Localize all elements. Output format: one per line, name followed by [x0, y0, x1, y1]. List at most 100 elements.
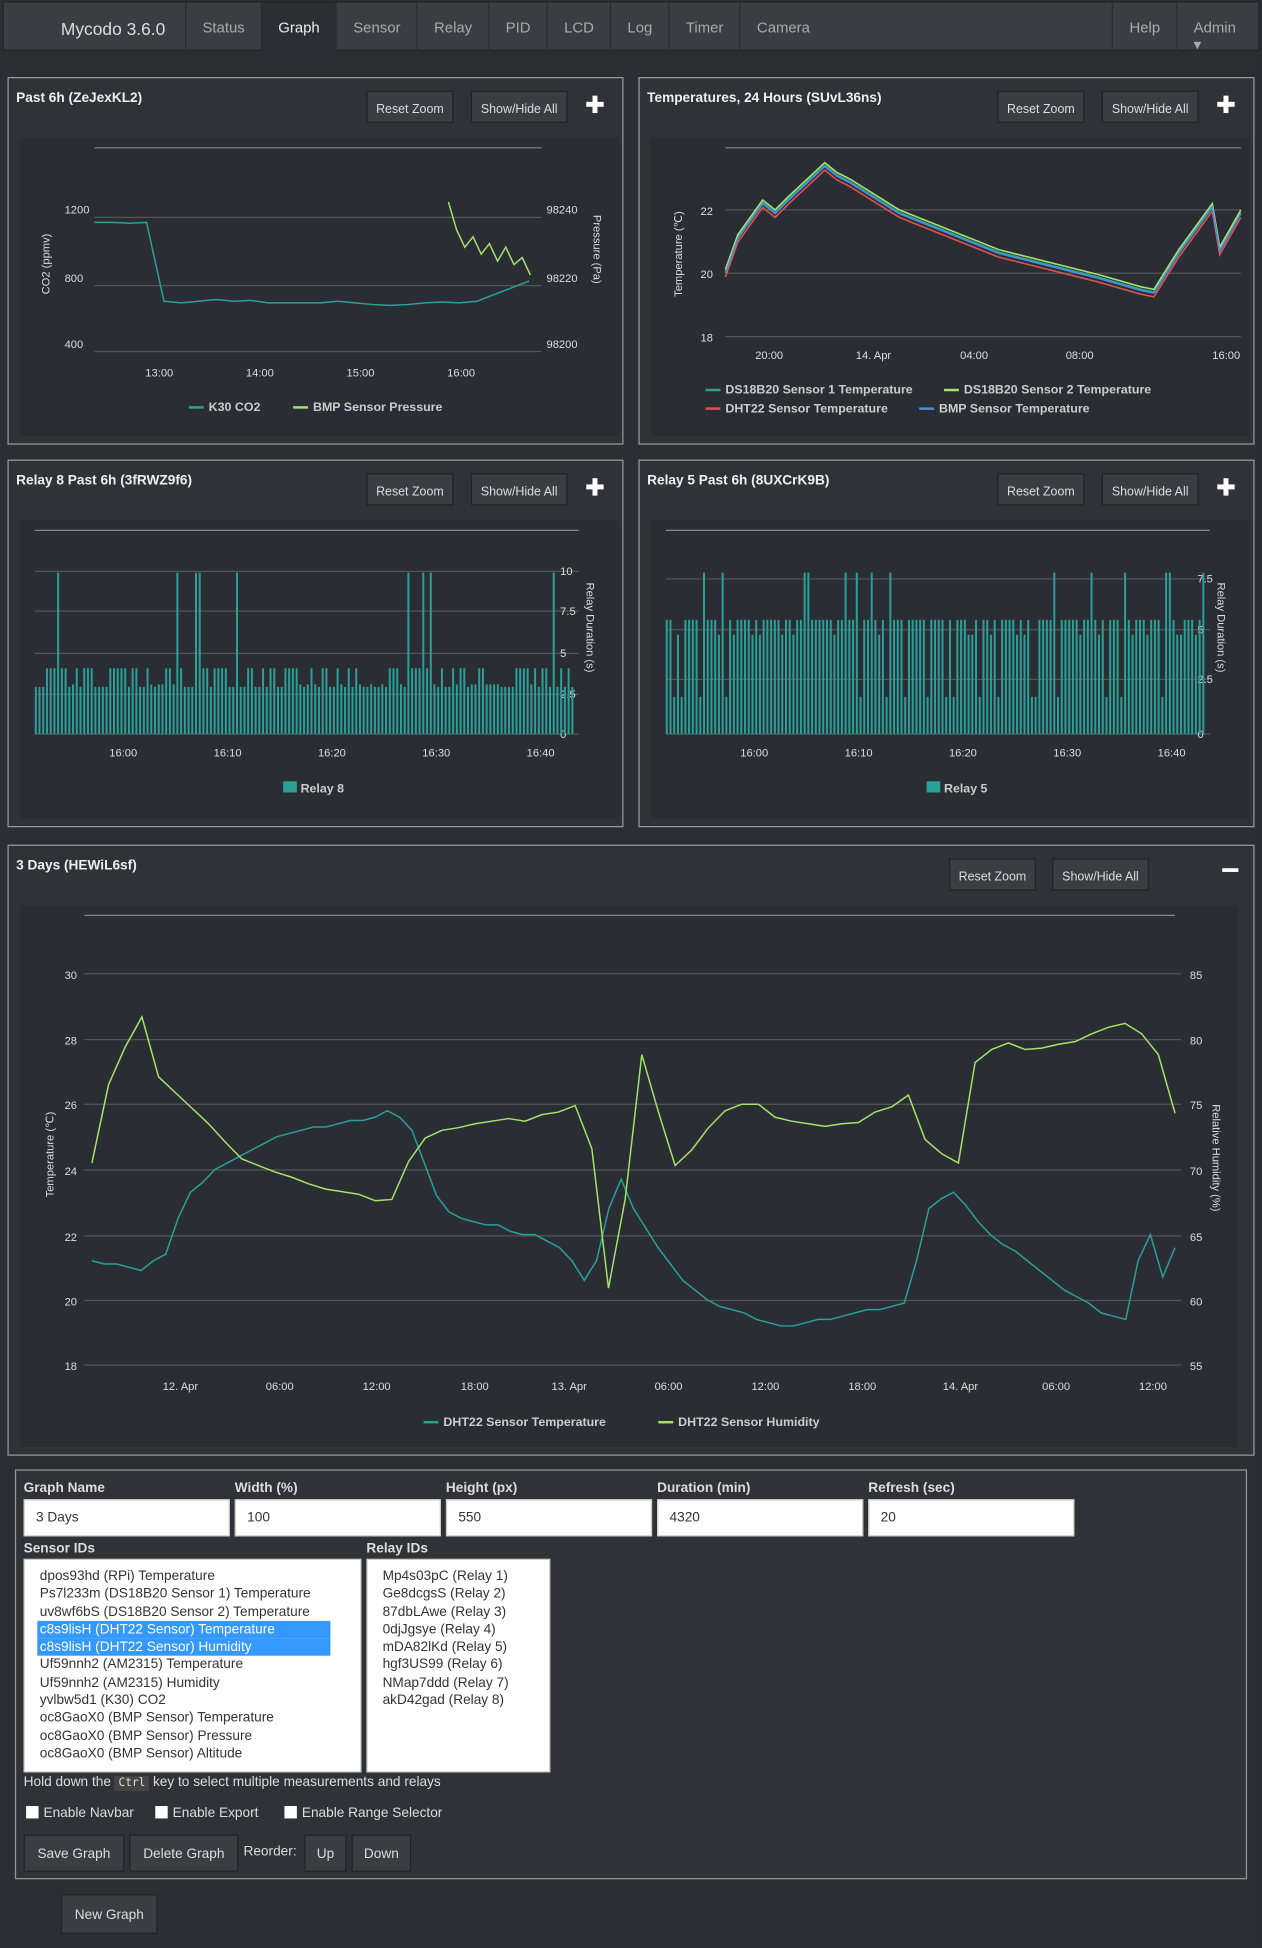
relay-option[interactable]: Ge8dcgsS (Relay 2) [382, 1586, 506, 1602]
bar [489, 684, 492, 735]
bar [956, 619, 959, 735]
sensor-option[interactable]: Uf59nnh2 (AM2315) Temperature [39, 1657, 244, 1673]
x-tick: 12. Apr [163, 1381, 199, 1393]
bar [113, 668, 116, 735]
bar [721, 572, 724, 735]
relay-option[interactable]: 0djJgsye (Relay 4) [382, 1622, 496, 1637]
show-hide-all-button[interactable]: Show/Hide All [470, 473, 568, 506]
relay-option[interactable]: Mp4s03pC (Relay 1) [382, 1568, 508, 1584]
bar [165, 668, 168, 735]
bar [411, 668, 414, 735]
nav-graph[interactable]: Graph [260, 2, 336, 51]
bar [1034, 696, 1037, 735]
sensor-option[interactable]: uv8wf6bS (DS18B20 Sensor 2) Temperature [39, 1604, 310, 1620]
bar [176, 572, 179, 735]
legend-swatch [926, 781, 941, 793]
nav-pid[interactable]: PID [488, 2, 546, 51]
nav-relay[interactable]: Relay [416, 2, 489, 51]
sensor-option[interactable]: oc8GaoX0 (BMP Sensor) Temperature [39, 1710, 274, 1726]
show-hide-all-button[interactable]: Show/Hide All [1101, 90, 1199, 123]
delete-graph-button[interactable]: Delete Graph [129, 1834, 239, 1872]
bar [1172, 619, 1175, 735]
show-hide-all-button[interactable]: Show/Hide All [1101, 473, 1199, 506]
chart-svg: 30 28 26 24 22 20 18 85 80 75 70 65 60 55 12. Apr 06:00… [19, 905, 1238, 1448]
nav-log[interactable]: Log [610, 2, 668, 51]
relay-ids-select[interactable]: Mp4s03pC (Relay 1) Ge8dcgsS (Relay 2) 87db… [366, 1558, 551, 1773]
bar [83, 668, 86, 735]
bar [403, 686, 406, 735]
sensor-option[interactable]: Uf59nnh2 (AM2315) Humidity [39, 1675, 220, 1691]
nav-timer[interactable]: Timer [668, 2, 739, 51]
expand-icon[interactable] [1217, 478, 1235, 496]
sensor-option[interactable]: Ps7l233m (DS18B20 Sensor 1) Temperature [39, 1586, 311, 1602]
expand-icon[interactable] [1217, 95, 1235, 114]
bar [907, 619, 910, 735]
y2-tick: 75 [1190, 1100, 1202, 1112]
bar [135, 668, 138, 735]
bar [470, 684, 473, 735]
nav-lcd[interactable]: LCD [546, 2, 610, 51]
relay-option[interactable]: 87dbLAwe (Relay 3) [382, 1604, 507, 1620]
relay-option[interactable]: hgf3US99 (Relay 6) [382, 1657, 503, 1673]
sensor-option[interactable]: oc8GaoX0 (BMP Sensor) Altitude [39, 1746, 243, 1762]
sensor-option[interactable]: dpos93hd (RPi) Temperature [39, 1568, 215, 1584]
reset-zoom-button[interactable]: Reset Zoom [366, 90, 454, 123]
reorder-down-button[interactable]: Down [351, 1834, 412, 1872]
sensor-option[interactable]: oc8GaoX0 (BMP Sensor) Pressure [39, 1728, 253, 1744]
relay-option[interactable]: akD42gad (Relay 8) [382, 1693, 505, 1708]
y-tick: 400 [65, 339, 84, 351]
bar [385, 686, 388, 735]
reset-zoom-button[interactable]: Reset Zoom [366, 473, 454, 506]
bar [997, 696, 1000, 735]
nav-status[interactable]: Status [185, 2, 261, 51]
bar [34, 686, 37, 735]
nav-sensor[interactable]: Sensor [335, 2, 417, 51]
save-graph-button[interactable]: Save Graph [23, 1834, 125, 1872]
bar [714, 619, 717, 735]
show-hide-all-button[interactable]: Show/Hide All [1052, 858, 1149, 891]
bar [736, 619, 739, 735]
bar [773, 619, 776, 735]
expand-icon[interactable] [586, 478, 604, 496]
y2-tick: 70 [1190, 1166, 1202, 1178]
reset-zoom-button[interactable]: Reset Zoom [997, 90, 1085, 123]
bar [299, 684, 302, 735]
reorder-up-button[interactable]: Up [304, 1834, 347, 1872]
nav-help[interactable]: Help [1112, 2, 1176, 51]
series-line [447, 201, 532, 276]
bar [75, 668, 78, 735]
reset-zoom-button[interactable]: Reset Zoom [997, 473, 1085, 506]
enable-export-checkbox[interactable]: Enable Export [155, 1806, 258, 1821]
relay-option[interactable]: mDA82lKd (Relay 5) [382, 1639, 508, 1655]
bar [1105, 696, 1108, 735]
enable-range-selector-checkbox[interactable]: Enable Range Selector [284, 1806, 442, 1821]
nav-admin[interactable]: Admin ▾ [1176, 2, 1258, 53]
height-input[interactable]: 550 [445, 1499, 653, 1537]
brand[interactable]: Mycodo 3.6.0 [60, 18, 166, 39]
collapse-icon[interactable] [1222, 868, 1239, 872]
bar [744, 619, 747, 735]
bar [840, 619, 843, 735]
sensor-option[interactable]: c8s9lisH (DHT22 Sensor) Humidity [37, 1638, 331, 1657]
nav-camera[interactable]: Camera [739, 2, 827, 51]
refresh-input[interactable]: 20 [868, 1499, 1075, 1537]
new-graph-button[interactable]: New Graph [60, 1894, 158, 1934]
graph-name-input[interactable]: 3 Days [23, 1499, 230, 1537]
reset-zoom-button[interactable]: Reset Zoom [948, 858, 1036, 891]
relay-option[interactable]: NMap7ddd (Relay 7) [382, 1675, 509, 1691]
enable-navbar-checkbox[interactable]: Enable Navbar [26, 1806, 134, 1821]
bar [1057, 696, 1060, 735]
sensor-option[interactable]: c8s9lisH (DHT22 Sensor) Temperature [37, 1620, 331, 1639]
bar [1083, 619, 1086, 735]
sensor-ids-select[interactable]: dpos93hd (RPi) Temperature Ps7l233m (DS18… [23, 1558, 362, 1773]
bar [665, 619, 668, 735]
bar [258, 686, 261, 735]
duration-input[interactable]: 4320 [657, 1499, 864, 1537]
bar [915, 619, 918, 735]
bar [1176, 634, 1179, 735]
expand-icon[interactable] [586, 95, 604, 114]
show-hide-all-button[interactable]: Show/Hide All [470, 90, 568, 123]
width-input[interactable]: 100 [234, 1499, 441, 1537]
sensor-option[interactable]: yvlbw5d1 (K30) CO2 [39, 1693, 166, 1708]
bar [788, 619, 791, 735]
